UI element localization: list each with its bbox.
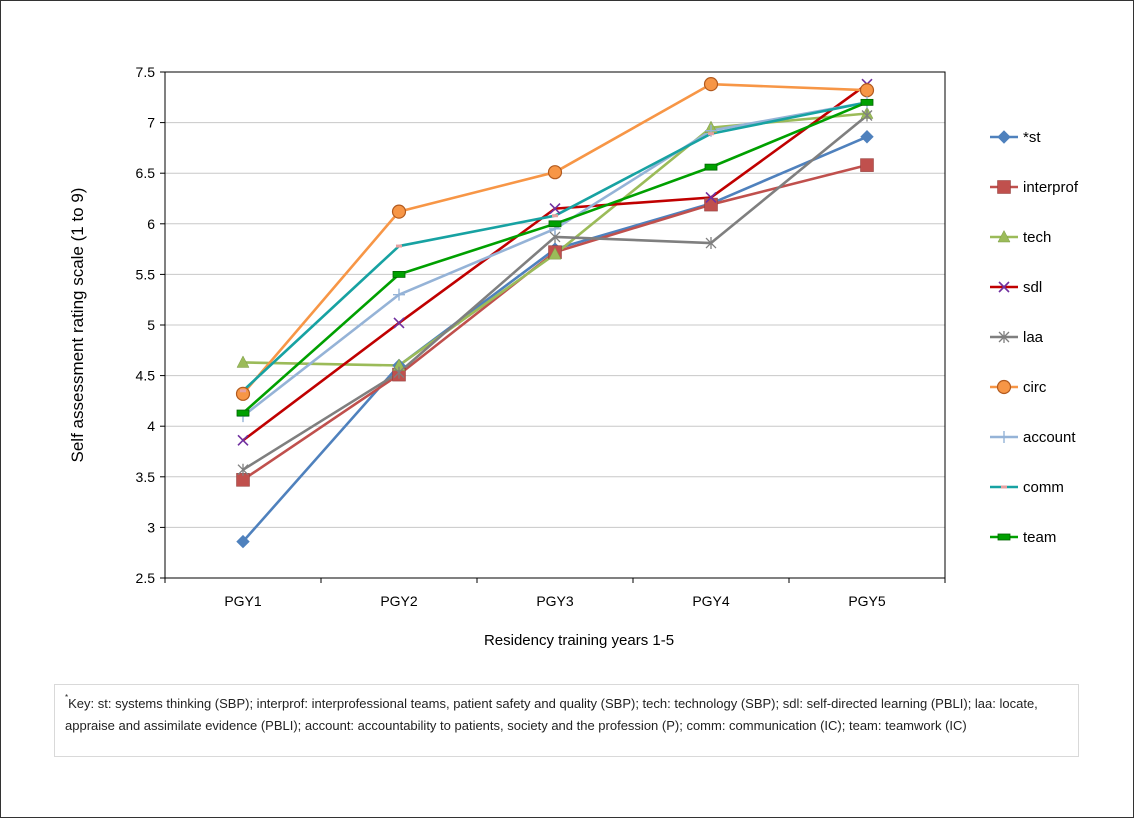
gridlines bbox=[165, 122, 945, 528]
y-tick-label: 6 bbox=[147, 216, 155, 232]
series-line-sdl bbox=[242, 83, 868, 442]
data-point-team bbox=[860, 98, 874, 106]
legend-item-laa: laa bbox=[990, 329, 1044, 346]
y-tick-label: 2.5 bbox=[136, 570, 156, 586]
y-tick-label: 4.5 bbox=[136, 368, 156, 384]
data-point-laa bbox=[393, 366, 405, 379]
legend-label: comm bbox=[1023, 479, 1064, 496]
data-point-laa bbox=[861, 109, 873, 122]
key-asterisk: * bbox=[65, 693, 69, 702]
data-point-comm bbox=[396, 244, 402, 248]
data-point-sdl bbox=[549, 203, 561, 215]
legend-item-team: team bbox=[990, 529, 1056, 546]
data-point-sdl bbox=[393, 317, 405, 329]
data-point-sdl bbox=[705, 191, 717, 204]
x-tick-label: PGY3 bbox=[536, 593, 574, 609]
legend-marker-circ bbox=[996, 379, 1012, 395]
x-axis-label: Residency training years 1-5 bbox=[484, 632, 674, 649]
legend-item-sdl: sdl bbox=[990, 279, 1042, 296]
y-tick-label: 5.5 bbox=[136, 266, 156, 282]
data-point-interprof bbox=[704, 197, 718, 212]
x-tick-label: PGY2 bbox=[380, 593, 418, 609]
legend-marker-laa bbox=[998, 331, 1010, 343]
data-point-comm bbox=[708, 132, 714, 136]
y-tick-label: 4 bbox=[147, 418, 155, 434]
data-point-st bbox=[860, 130, 874, 144]
legend-label: tech bbox=[1023, 229, 1051, 246]
data-point-circ bbox=[391, 204, 407, 219]
legend-item-interprof: interprof bbox=[990, 179, 1079, 196]
y-axis-label: Self assessment rating scale (1 to 9) bbox=[68, 188, 87, 463]
x-tick-label: PGY5 bbox=[848, 593, 886, 609]
data-point-tech bbox=[236, 355, 250, 368]
data-point-laa bbox=[237, 463, 249, 476]
data-point-account bbox=[393, 288, 405, 301]
series-markers bbox=[235, 77, 875, 549]
legend-item-st: *st bbox=[990, 129, 1041, 146]
series-line-interprof bbox=[242, 163, 868, 481]
x-axis-ticks: PGY1 PGY2 PGY3 PGY4 PGY5 bbox=[164, 578, 946, 609]
y-axis-ticks: 2.5 3 3.5 4 4.5 5 5.5 6 6.5 7 7.5 bbox=[136, 64, 165, 586]
data-point-team bbox=[548, 220, 562, 228]
key-text: Key: st: systems thinking (SBP); interpr… bbox=[65, 696, 1038, 733]
data-point-sdl bbox=[237, 434, 249, 446]
series-lines bbox=[242, 82, 868, 543]
legend-item-tech: tech bbox=[990, 229, 1051, 246]
data-point-circ bbox=[703, 77, 719, 92]
legend-label: account bbox=[1023, 429, 1076, 446]
legend-label: sdl bbox=[1023, 279, 1042, 296]
legend: *st interprof tech sdl laa circ account comm tea… bbox=[990, 129, 1079, 546]
y-tick-label: 5 bbox=[147, 317, 155, 333]
y-tick-label: 3.5 bbox=[136, 469, 156, 485]
legend-label: laa bbox=[1023, 329, 1044, 346]
x-tick-label: PGY4 bbox=[692, 593, 730, 609]
legend-label: circ bbox=[1023, 379, 1047, 396]
data-point-circ bbox=[859, 83, 875, 98]
data-point-team bbox=[236, 409, 250, 417]
data-point-comm bbox=[552, 214, 558, 218]
data-point-comm bbox=[240, 389, 246, 393]
data-point-team bbox=[392, 270, 406, 278]
data-point-laa bbox=[705, 237, 717, 250]
legend-marker-st bbox=[997, 130, 1011, 144]
data-point-team bbox=[704, 163, 718, 171]
legend-marker-comm bbox=[1001, 485, 1007, 489]
legend-item-circ: circ bbox=[990, 379, 1047, 396]
key-footnote: *Key: st: systems thinking (SBP); interp… bbox=[54, 684, 1079, 757]
legend-marker-interprof bbox=[997, 180, 1011, 194]
legend-item-comm: comm bbox=[990, 479, 1064, 496]
legend-item-account: account bbox=[990, 429, 1076, 446]
y-tick-label: 6.5 bbox=[136, 165, 156, 181]
data-point-circ bbox=[235, 386, 251, 401]
legend-label: team bbox=[1023, 529, 1056, 546]
y-tick-label: 7.5 bbox=[136, 64, 156, 80]
x-tick-label: PGY1 bbox=[224, 593, 262, 609]
line-chart: 2.5 3 3.5 4 4.5 5 5.5 6 6.5 7 7.5 PGY1 PGY2 PGY3 PGY4… bbox=[68, 64, 1079, 649]
legend-label: *st bbox=[1023, 129, 1041, 146]
legend-marker-team bbox=[997, 533, 1011, 541]
y-tick-label: 7 bbox=[147, 115, 155, 131]
legend-marker-sdl bbox=[998, 281, 1010, 293]
legend-label: interprof bbox=[1023, 179, 1079, 196]
legend-marker-tech bbox=[997, 229, 1011, 243]
legend-marker-account bbox=[998, 431, 1010, 443]
data-point-circ bbox=[547, 165, 563, 180]
y-tick-label: 3 bbox=[147, 519, 155, 535]
data-point-interprof bbox=[860, 158, 874, 172]
series-line-st bbox=[242, 135, 868, 543]
data-point-st bbox=[236, 534, 250, 549]
data-point-tech bbox=[548, 247, 562, 260]
